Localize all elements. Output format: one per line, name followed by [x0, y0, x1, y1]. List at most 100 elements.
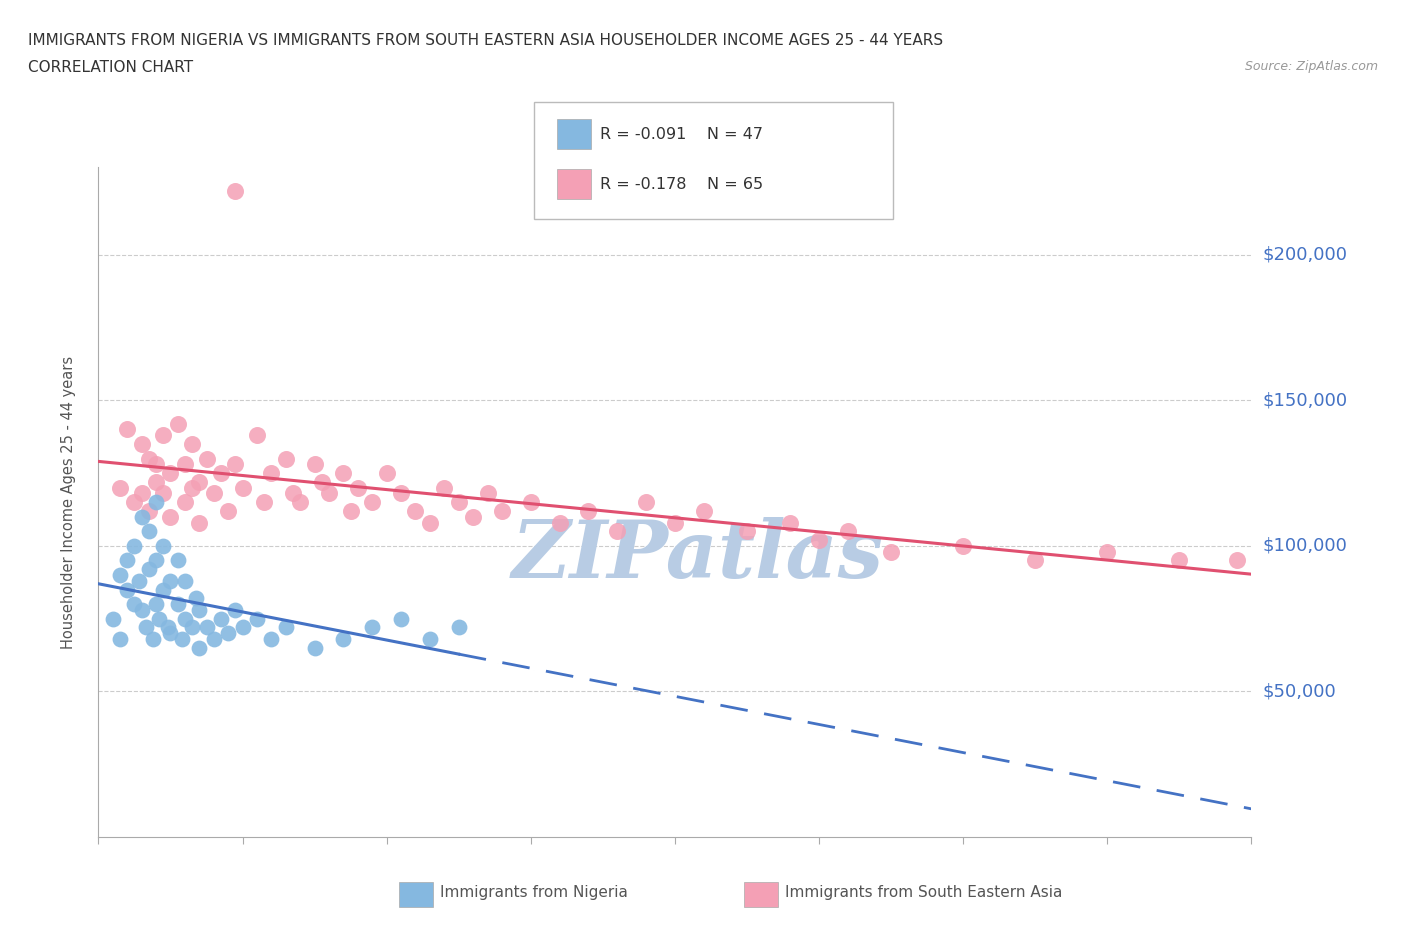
Point — [188, 515, 211, 530]
Point — [231, 480, 254, 495]
Point — [135, 620, 157, 635]
Point — [181, 436, 204, 451]
Point — [304, 457, 326, 472]
Point — [174, 457, 197, 472]
Text: $200,000: $200,000 — [1263, 246, 1347, 264]
Point — [152, 582, 174, 597]
Text: Immigrants from Nigeria: Immigrants from Nigeria — [440, 885, 628, 900]
Point — [361, 495, 384, 510]
Point — [419, 515, 441, 530]
Point — [346, 480, 368, 495]
Point — [1024, 553, 1046, 568]
Point — [181, 480, 204, 495]
Point — [375, 466, 398, 481]
Point — [186, 591, 208, 605]
Point — [224, 183, 246, 198]
Point — [159, 510, 181, 525]
Point — [138, 451, 160, 466]
Point — [332, 466, 354, 481]
Point — [188, 603, 211, 618]
Point — [318, 486, 340, 501]
Point — [389, 486, 412, 501]
Point — [145, 457, 167, 472]
Point — [217, 503, 239, 518]
Point — [142, 631, 165, 646]
Point — [311, 474, 333, 489]
Point — [202, 486, 225, 501]
Point — [246, 428, 269, 443]
Point — [477, 486, 499, 501]
Point — [807, 533, 830, 548]
Point — [419, 631, 441, 646]
Point — [131, 510, 153, 525]
Point — [1168, 553, 1191, 568]
Point — [735, 524, 758, 538]
Point — [447, 495, 470, 510]
Point — [131, 436, 153, 451]
Point — [1226, 553, 1249, 568]
Point — [209, 466, 232, 481]
Point — [170, 631, 193, 646]
Point — [447, 620, 470, 635]
Point — [138, 503, 160, 518]
Point — [433, 480, 456, 495]
Point — [166, 553, 188, 568]
Text: Source: ZipAtlas.com: Source: ZipAtlas.com — [1244, 60, 1378, 73]
Point — [138, 524, 160, 538]
Point — [159, 574, 181, 589]
Text: R = -0.178    N = 65: R = -0.178 N = 65 — [600, 177, 763, 192]
Point — [128, 574, 150, 589]
Point — [461, 510, 484, 525]
Point — [174, 611, 197, 626]
Point — [138, 562, 160, 577]
Point — [253, 495, 276, 510]
Point — [166, 597, 188, 612]
Text: IMMIGRANTS FROM NIGERIA VS IMMIGRANTS FROM SOUTH EASTERN ASIA HOUSEHOLDER INCOME: IMMIGRANTS FROM NIGERIA VS IMMIGRANTS FR… — [28, 33, 943, 47]
Point — [145, 597, 167, 612]
Point — [405, 503, 427, 518]
Point — [131, 486, 153, 501]
Point — [274, 620, 297, 635]
Point — [174, 495, 197, 510]
Point — [188, 474, 211, 489]
Point — [131, 603, 153, 618]
Point — [260, 466, 283, 481]
Point — [290, 495, 312, 510]
Point — [332, 631, 354, 646]
Text: Immigrants from South Eastern Asia: Immigrants from South Eastern Asia — [785, 885, 1062, 900]
Point — [664, 515, 686, 530]
Point — [117, 582, 138, 597]
Point — [159, 466, 181, 481]
Text: R = -0.091    N = 47: R = -0.091 N = 47 — [600, 126, 763, 141]
Point — [145, 474, 167, 489]
Point — [231, 620, 254, 635]
Point — [124, 538, 146, 553]
Point — [779, 515, 801, 530]
Point — [952, 538, 974, 553]
Text: $150,000: $150,000 — [1263, 392, 1347, 409]
Point — [281, 486, 304, 501]
Point — [117, 422, 138, 437]
Point — [174, 574, 197, 589]
Point — [339, 503, 361, 518]
Text: CORRELATION CHART: CORRELATION CHART — [28, 60, 193, 75]
Point — [1097, 544, 1119, 559]
Point — [108, 567, 131, 582]
Point — [260, 631, 283, 646]
Point — [156, 620, 179, 635]
Point — [361, 620, 384, 635]
Point — [837, 524, 859, 538]
Point — [145, 495, 167, 510]
Point — [117, 553, 138, 568]
Point — [202, 631, 225, 646]
Point — [195, 451, 218, 466]
Point — [224, 603, 246, 618]
Point — [274, 451, 297, 466]
Point — [389, 611, 412, 626]
Point — [548, 515, 571, 530]
Point — [148, 611, 170, 626]
Point — [880, 544, 903, 559]
Y-axis label: Householder Income Ages 25 - 44 years: Householder Income Ages 25 - 44 years — [60, 355, 76, 649]
Point — [159, 626, 181, 641]
Point — [101, 611, 124, 626]
